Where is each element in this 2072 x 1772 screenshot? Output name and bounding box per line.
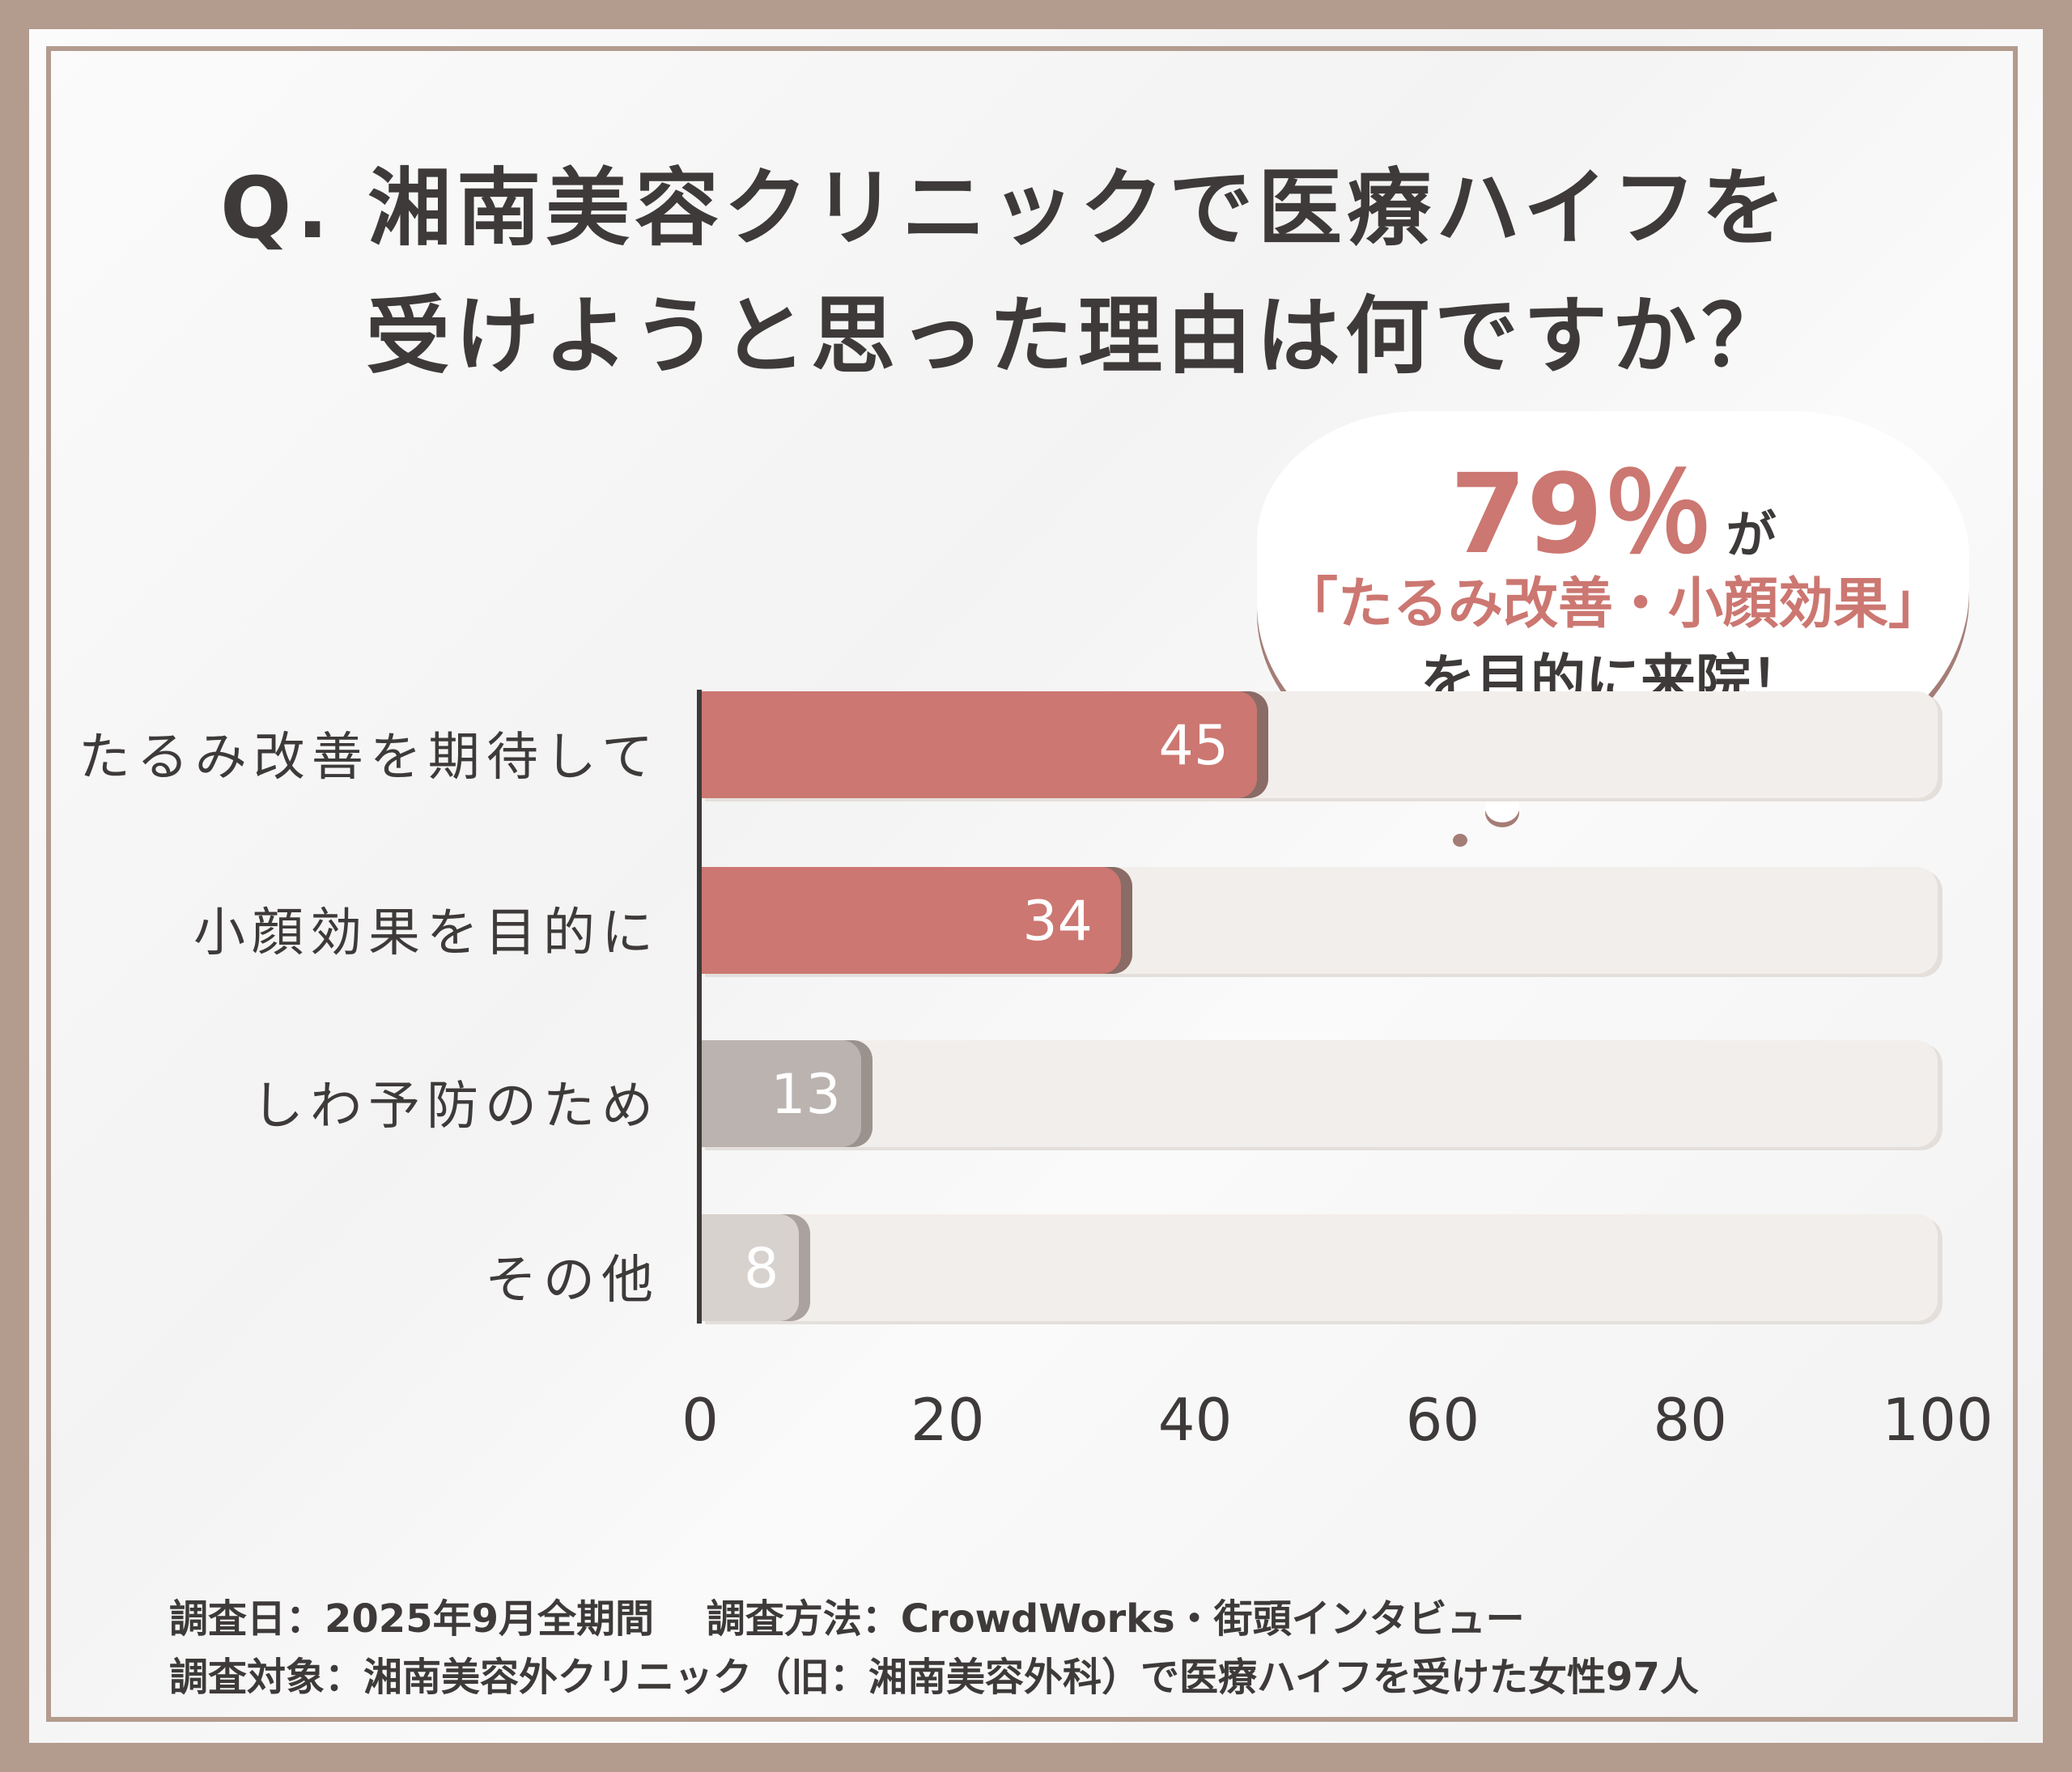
bar xyxy=(700,691,1258,798)
category-label: その他 xyxy=(485,1251,660,1311)
x-tick-label: 20 xyxy=(910,1386,985,1454)
category-label: 小顔効果を目的に xyxy=(193,903,660,963)
x-tick-label: 0 xyxy=(681,1386,719,1454)
footer-line-1: 調査日：2025年9月全期間 調査方法：CrowdWorks・街頭インタビュー xyxy=(169,1596,1525,1642)
x-tick-label: 100 xyxy=(1882,1386,1993,1454)
bar xyxy=(700,1214,800,1321)
y-axis-line xyxy=(697,690,702,1324)
category-label: しわ予防のため xyxy=(252,1077,660,1137)
callout-percent: 79％ xyxy=(1450,451,1713,579)
title-line-1: Q. 湘南美容クリニックで医療ハイフを xyxy=(220,159,1791,257)
callout-headline: 79％が xyxy=(1257,425,1969,584)
x-tick-label: 80 xyxy=(1653,1386,1727,1454)
bar-value-label: 34 xyxy=(1022,890,1093,954)
thought-dot xyxy=(1485,793,1519,822)
bar-value-label: 8 xyxy=(744,1237,779,1301)
callout-line-2: 「たるみ改善・小顔効果」 xyxy=(1282,572,1943,636)
bar-value-label: 45 xyxy=(1158,714,1229,778)
thought-dot-small xyxy=(1453,834,1467,847)
bar-value-label: 13 xyxy=(771,1063,841,1127)
footer-line-2: 調査対象：湘南美容外クリニック（旧：湘南美容外科）で医療ハイフを受けた女性97人 xyxy=(169,1655,1699,1700)
x-tick-label: 60 xyxy=(1405,1386,1480,1454)
inner-border xyxy=(46,46,2018,1722)
category-label: たるみ改善を期待して xyxy=(78,728,660,788)
callout-suffix: が xyxy=(1726,505,1777,564)
x-tick-label: 40 xyxy=(1157,1386,1233,1454)
bar-track xyxy=(700,1214,1938,1321)
bar xyxy=(700,1040,861,1147)
bar xyxy=(700,867,1121,974)
bar-track xyxy=(700,1040,1938,1147)
title-line-2: 受けようと思った理由は何ですか？ xyxy=(366,287,1791,385)
